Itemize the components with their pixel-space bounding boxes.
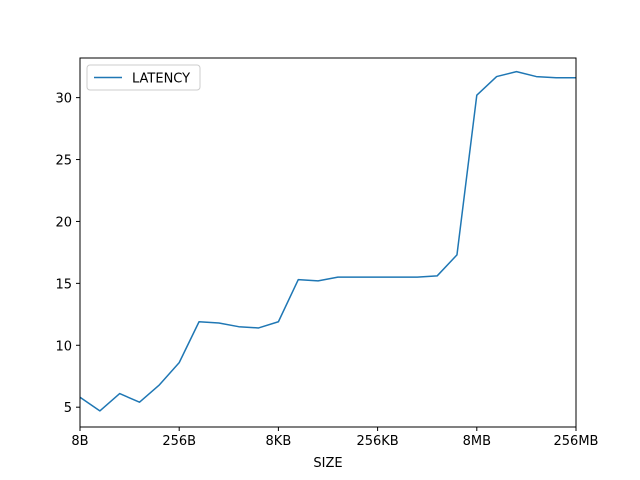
x-tick-label: 8MB	[463, 434, 491, 449]
x-tick-label: 8KB	[266, 434, 292, 449]
y-tick-label: 25	[55, 154, 72, 169]
series-layer	[79, 70, 576, 412]
x-tick-label: 256KB	[356, 434, 398, 449]
legend: LATENCY	[86, 64, 201, 91]
y-axis: 5 10 15 20 25 30	[55, 92, 80, 416]
y-tick-label: 20	[55, 215, 72, 230]
y-tick-label: 5	[64, 401, 72, 416]
x-axis-label: SIZE	[313, 456, 342, 471]
y-tick-label: 10	[55, 339, 72, 354]
y-tick-label: 15	[55, 277, 72, 292]
x-tick-label: 256MB	[554, 434, 599, 449]
y-tick-label: 30	[55, 92, 72, 107]
legend-label: LATENCY	[132, 72, 190, 87]
legend-box	[86, 64, 201, 91]
x-tick-label: 256B	[162, 434, 196, 449]
x-tick-label: 8B	[71, 434, 88, 449]
series-line-latency	[79, 70, 576, 412]
x-axis: 8B 256B 8KB 256KB 8MB 256MB	[71, 427, 598, 449]
axes-frame	[79, 57, 577, 428]
